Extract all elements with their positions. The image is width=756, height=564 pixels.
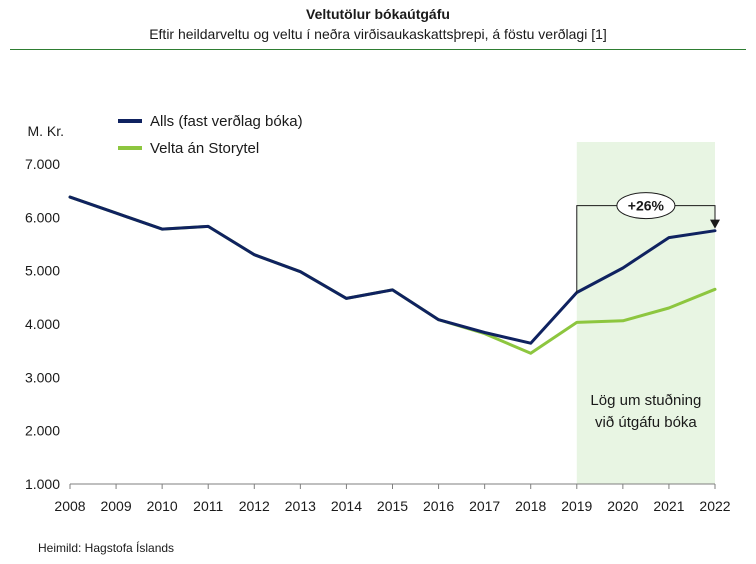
y-tick-label: 1.000 [25, 476, 60, 492]
source-note: Heimild: Hagstofa Íslands [38, 541, 175, 555]
annotation-badge [616, 192, 676, 220]
y-tick-label: 7.000 [25, 156, 60, 172]
x-tick-label: 2011 [193, 498, 223, 514]
chart-title: Veltutölur bókaútgáfu [306, 6, 450, 22]
x-tick-label: 2021 [653, 498, 684, 514]
x-tick-label: 2018 [515, 498, 546, 514]
legend-label-0: Alls (fast verðlag bóka) [150, 113, 303, 130]
chart-subtitle: Eftir heildarveltu og veltu í neðra virð… [149, 26, 607, 42]
y-tick-label: 5.000 [25, 263, 60, 279]
y-tick-label: 6.000 [25, 209, 60, 225]
highlight-label-line: við útgáfu bóka [595, 414, 697, 431]
x-tick-label: 2013 [285, 498, 316, 514]
y-tick-label: 2.000 [25, 423, 60, 439]
x-tick-label: 2009 [100, 498, 131, 514]
y-axis-label: M. Kr. [27, 123, 64, 139]
highlight-label-line: Lög um stuðning [590, 392, 701, 409]
x-tick-label: 2008 [54, 498, 85, 514]
x-tick-label: 2019 [561, 498, 592, 514]
x-tick-label: 2016 [423, 498, 454, 514]
x-tick-label: 2015 [377, 498, 408, 514]
y-tick-label: 4.000 [25, 316, 60, 332]
series-line-0 [68, 195, 717, 345]
x-tick-label: 2010 [147, 498, 178, 514]
x-tick-label: 2022 [699, 498, 730, 514]
annotation-label: +26% [628, 198, 665, 214]
y-tick-label: 3.000 [25, 369, 60, 385]
x-tick-label: 2017 [469, 498, 500, 514]
x-tick-label: 2012 [239, 498, 270, 514]
legend-label-1: Velta án Storytel [150, 140, 259, 157]
annotation-arrowhead [710, 219, 720, 229]
x-tick-label: 2020 [607, 498, 638, 514]
title-divider [10, 49, 746, 50]
x-tick-label: 2014 [331, 498, 362, 514]
